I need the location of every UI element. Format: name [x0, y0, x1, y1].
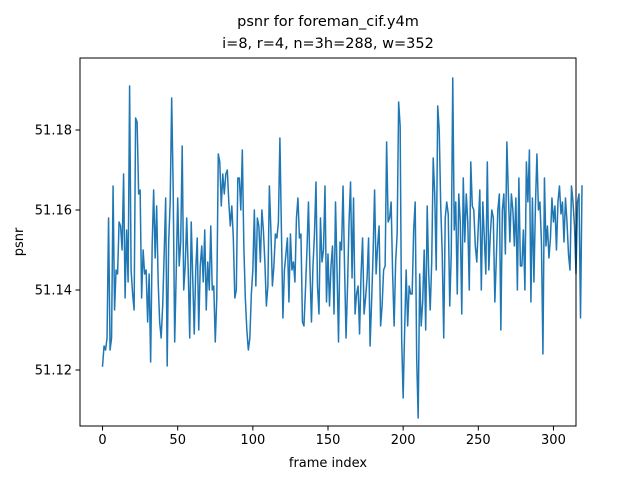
- x-tick-label: 150: [316, 433, 341, 448]
- x-tick-label: 50: [169, 433, 186, 448]
- x-axis-label: frame index: [289, 456, 368, 471]
- data-layer: [101, 77, 583, 419]
- x-tick-label: 300: [541, 433, 566, 448]
- y-tick-label: 51.14: [35, 284, 72, 299]
- chart-subtitle: i=8, r=4, n=3h=288, w=352: [222, 36, 434, 52]
- chart-title: psnr for foreman_cif.y4m: [237, 14, 419, 30]
- y-tick-label: 51.18: [35, 124, 72, 139]
- y-axis-label: psnr: [12, 227, 27, 256]
- x-tick-label: 100: [240, 433, 265, 448]
- y-tick-label: 51.12: [35, 364, 72, 379]
- y-tick-label: 51.16: [35, 204, 72, 219]
- plot-area-frame: [79, 57, 577, 427]
- psnr-series-line: [101, 77, 583, 419]
- x-tick-label: 200: [391, 433, 416, 448]
- axes-layer: 0 50 100 150 200 250 300 51.12 51.14 51.16 51.18: [35, 124, 566, 449]
- x-tick-label: 250: [466, 433, 491, 448]
- x-tick-label: 0: [98, 433, 106, 448]
